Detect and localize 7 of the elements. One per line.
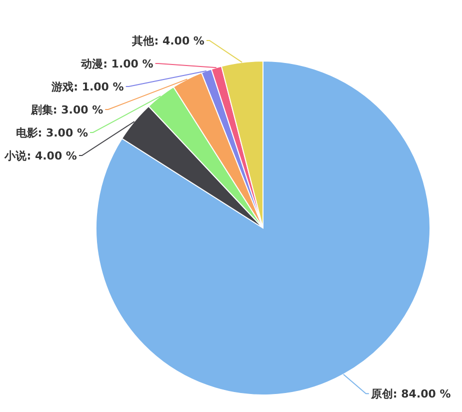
slice-label: 电影: 3.00 %: [16, 126, 88, 140]
slice-label: 游戏: 1.00 %: [50, 80, 124, 94]
slice-label: 原创: 84.00 %: [370, 388, 451, 401]
slice-label: 小说: 4.00 %: [4, 149, 77, 162]
slice-label: 剧集: 3.00 %: [30, 103, 104, 116]
slice-label: 其他: 4.00 %: [131, 34, 204, 48]
slice-label: 动漫: 1.00 %: [80, 57, 154, 70]
